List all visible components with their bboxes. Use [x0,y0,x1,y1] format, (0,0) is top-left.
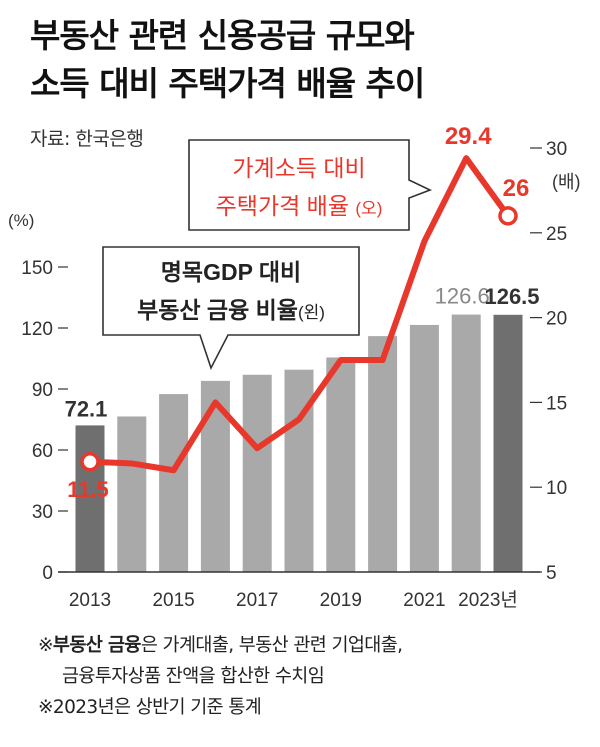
x-tick-label: 2013 [69,590,111,611]
footnotes: ※부동산 금융은 가계대출, 부동산 관련 기업대출, 금융투자상품 잔액을 합… [38,630,403,723]
bar-label-last: 126.5 [484,284,539,309]
line-endpoint-marker [498,206,518,226]
x-tick-label: 2019 [320,590,362,611]
left-axis-tick-label: 150 [21,258,53,279]
chart-title: 부동산 관련 신용공급 규모와 소득 대비 주택가격 배율 추이 [30,12,425,108]
callout-box-bar [102,246,360,371]
x-tick-label: 2017 [236,590,278,611]
right-axis-tick-label: 30 [546,139,567,160]
source-label: 자료: 한국은행 [30,128,144,150]
line-series [87,155,511,474]
left-axis-tick-label: 0 [42,563,53,584]
callout-box-line [188,139,433,231]
bar-2023 [493,314,523,572]
right-axis-tick-label: 5 [546,563,557,584]
right-axis-tick-label: 20 [546,309,567,330]
left-axis-tick-label: 30 [32,502,53,523]
right-axis-tick-label: 15 [546,393,567,414]
bar-2013 [75,425,105,572]
bar-2020 [368,336,398,572]
bar-label-first: 72.1 [65,396,108,421]
footnote-3: ※2023년은 상반기 기준 통계 [38,697,262,718]
x-tick-label: 2015 [152,590,194,611]
bar-2021 [409,324,439,572]
callout-line-text-2a: 주택가격 배율 [216,193,356,219]
bar-2017 [242,374,272,572]
left-axis-tick-label: 60 [32,441,53,462]
callout-line-text-2: 주택가격 배율 (오) [216,193,383,219]
callout-bar-text-1: 명목GDP 대비 [161,259,301,285]
right-axis-tick-label: 10 [546,478,567,499]
callout-line-text-1: 가계소득 대비 [232,155,365,181]
x-tick-label: 2023년 [458,589,518,611]
line-label-last: 26 [503,175,530,202]
footnote-1: ※부동산 금융은 가계대출, 부동산 관련 기업대출, [38,635,403,656]
callout-bar-text-2b: (왼) [298,303,325,322]
right-axis-tick-label: 25 [546,224,567,245]
callout-bar-text-2a: 부동산 금융 비율 [137,297,298,323]
title-line-1: 부동산 관련 신용공급 규모와 [30,16,415,55]
line-label-peak: 29.4 [445,123,492,150]
title-line-2: 소득 대비 주택가격 배율 추이 [30,64,425,103]
bar-2015 [159,394,189,572]
left-axis-tick-label: 120 [21,319,53,340]
left-axis-tick-label: 90 [32,380,53,401]
callout-bar-text-2: 부동산 금융 비율(왼) [137,297,325,323]
line-endpoint-marker [80,452,100,472]
line-label-first: 11.5 [67,477,109,502]
right-axis-unit: (배) [552,172,581,192]
bar-label-second-last: 126.6 [435,284,490,309]
bar-2022 [451,314,481,572]
x-tick-label: 2021 [403,590,445,611]
left-axis-unit: (%) [8,211,34,230]
bar-2014 [117,416,147,572]
bar-2019 [326,357,356,572]
footnote-2: 금융투자상품 잔액을 합산한 수치임 [62,666,325,687]
callout-line-text-2b: (오) [355,199,382,218]
